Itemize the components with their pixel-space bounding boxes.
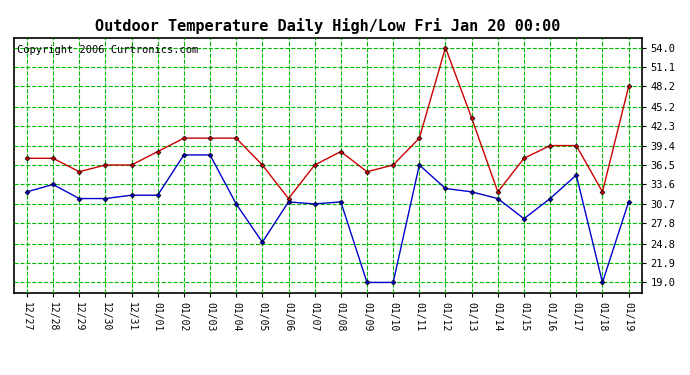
Text: Copyright 2006 Curtronics.com: Copyright 2006 Curtronics.com	[17, 45, 198, 55]
Title: Outdoor Temperature Daily High/Low Fri Jan 20 00:00: Outdoor Temperature Daily High/Low Fri J…	[95, 18, 560, 33]
